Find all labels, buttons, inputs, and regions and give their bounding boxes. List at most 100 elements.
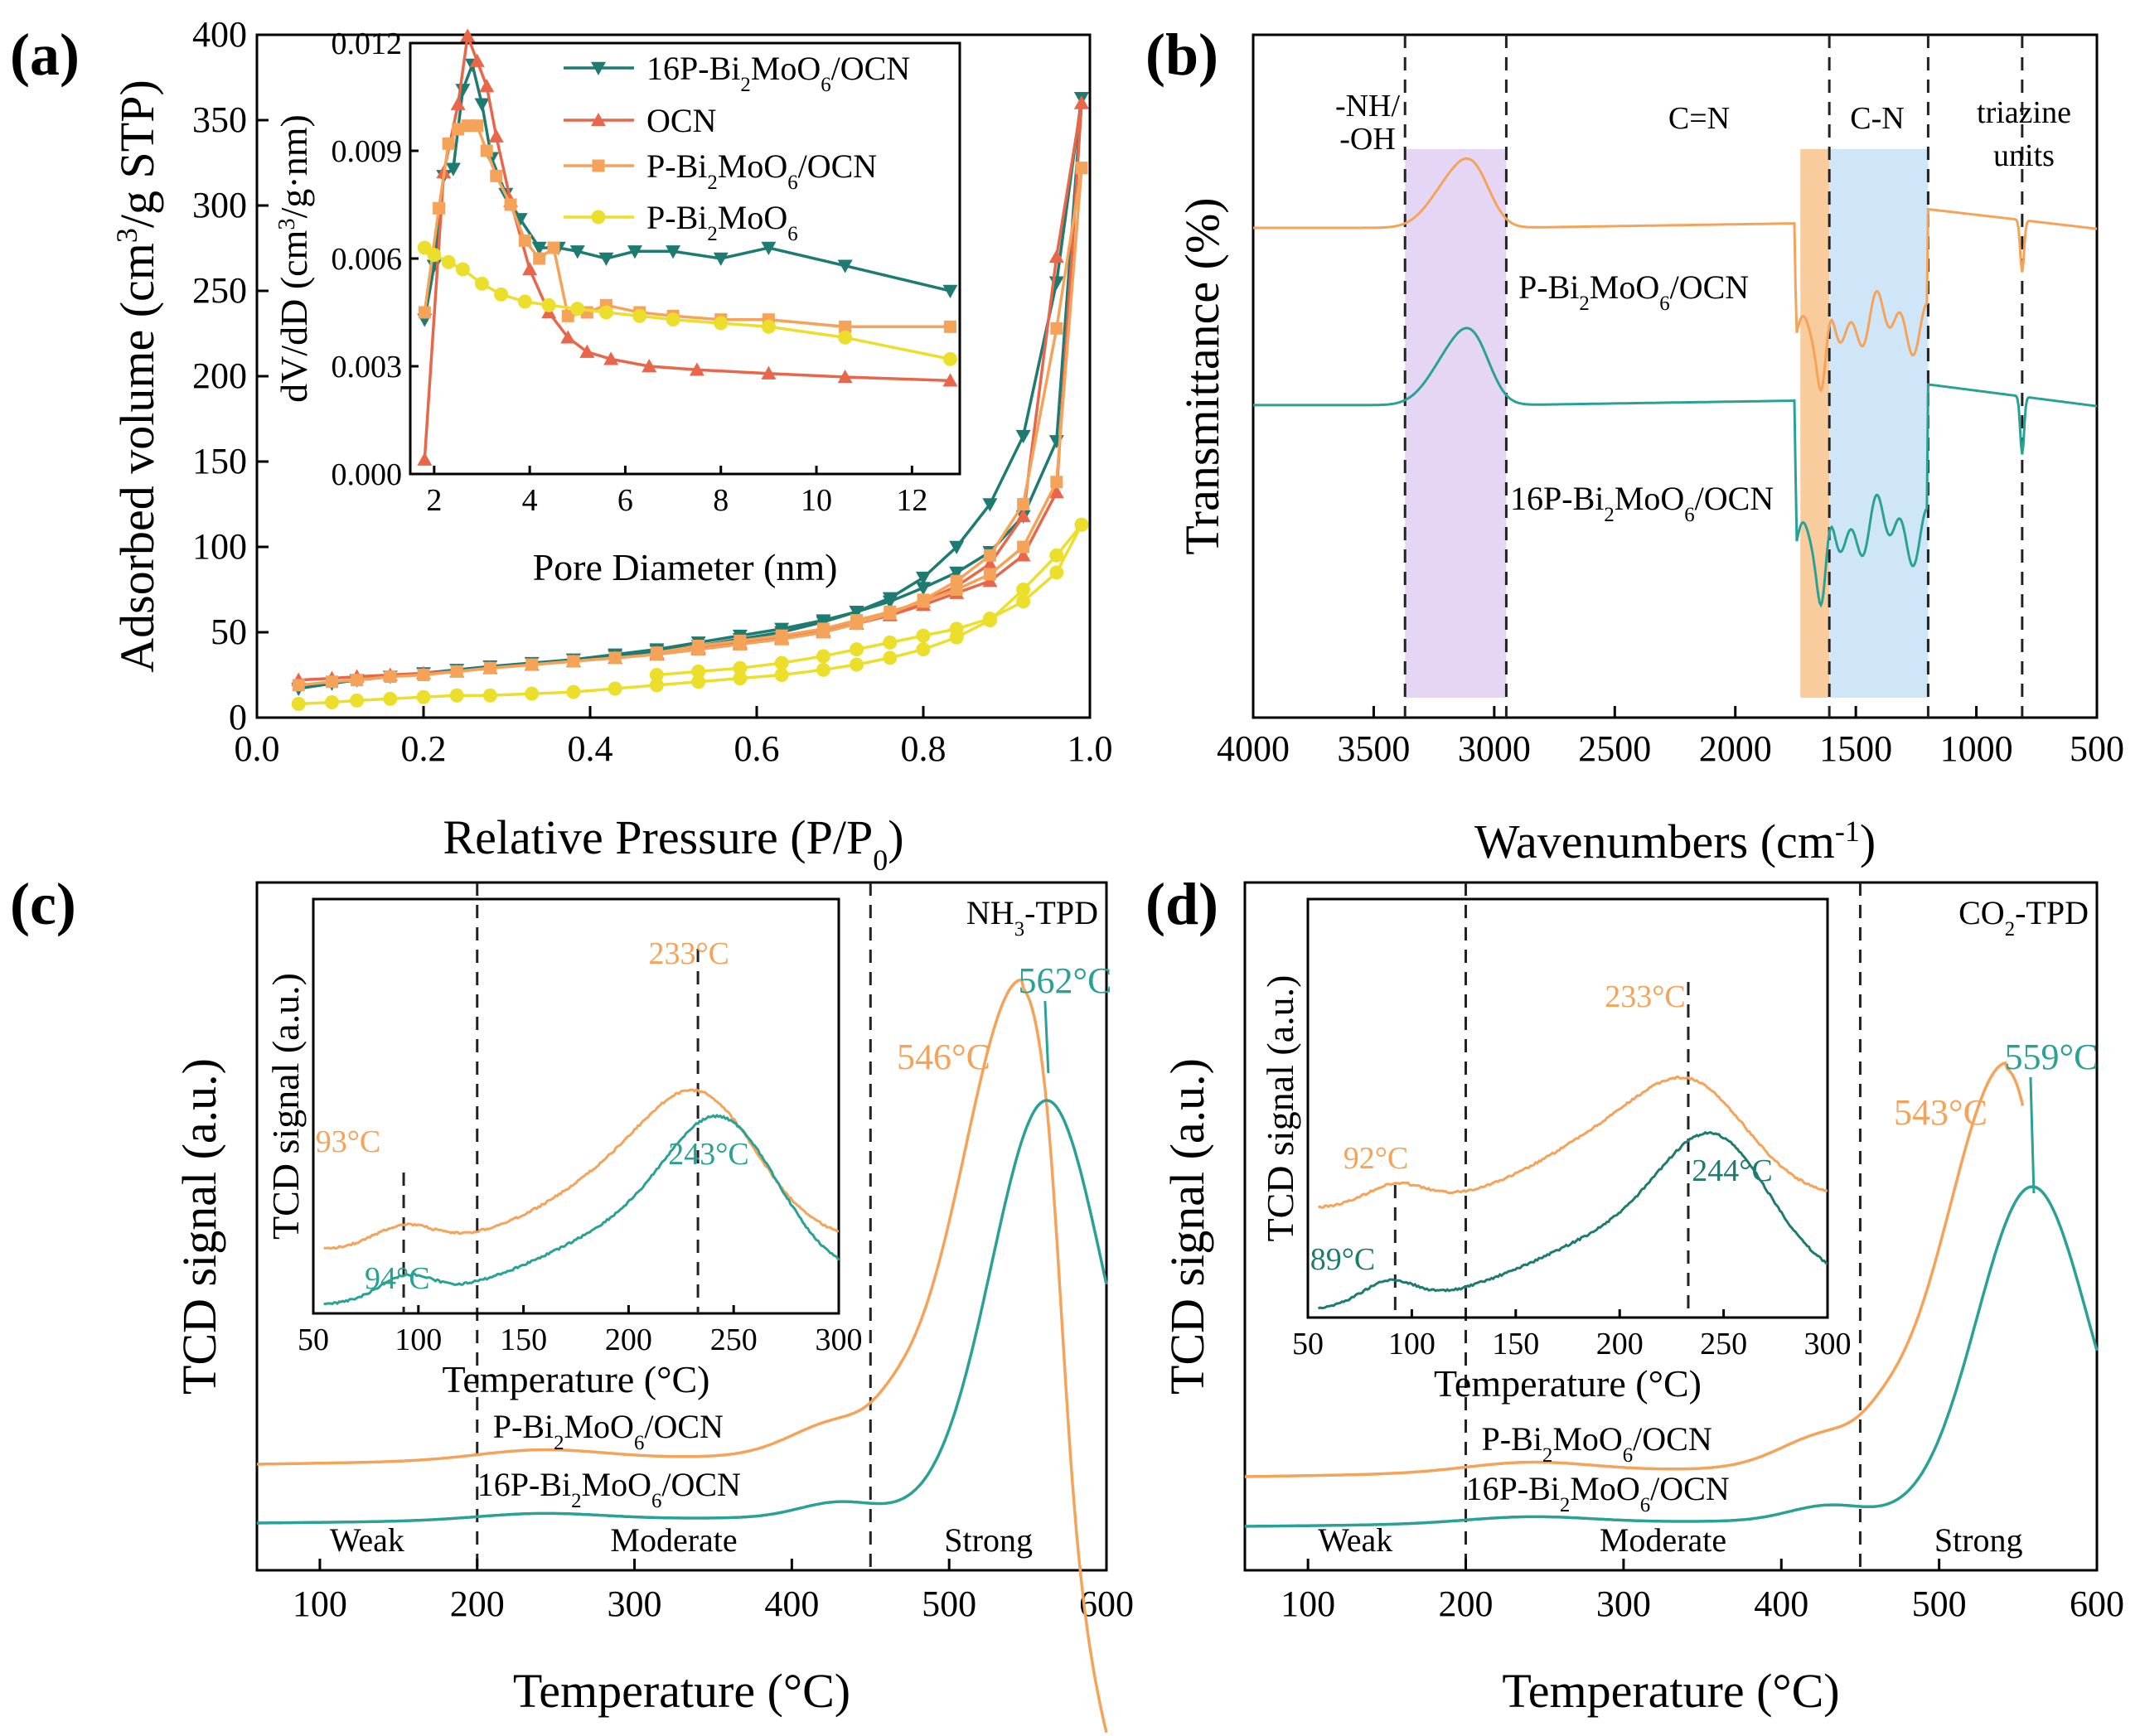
inset-data-point bbox=[417, 452, 433, 466]
data-point bbox=[949, 540, 965, 554]
y-axis-title: Adsorbed volume (cm3/g STP) bbox=[110, 80, 164, 673]
inset-y-tick-label: 0.003 bbox=[332, 350, 403, 384]
data-point bbox=[775, 629, 788, 642]
inset-series-PBi2MoO6OCN bbox=[418, 119, 956, 333]
legend-entry: P-Bi2MoO6/OCN bbox=[646, 147, 877, 194]
y-tick-label: 200 bbox=[192, 355, 247, 396]
inset-x-tick-label: 4 bbox=[522, 483, 538, 518]
data-point bbox=[733, 660, 748, 675]
inset-data-point bbox=[598, 252, 614, 266]
data-point bbox=[1048, 485, 1064, 499]
panel-label-b: (b) bbox=[1145, 22, 1218, 88]
band-label-c-n-double: C=N bbox=[1668, 101, 1730, 136]
chart-title: CO2-TPD bbox=[1958, 894, 2089, 941]
panel-c: (c) 100 200 300 400 500 600 Temperature (°C) TCD… bbox=[10, 871, 1134, 1734]
x-tick-label: 3500 bbox=[1337, 728, 1410, 769]
inset-x-axis-title: Temperature (°C) bbox=[1434, 1362, 1702, 1405]
data-point bbox=[733, 671, 748, 686]
data-point bbox=[883, 635, 898, 650]
inset-data-point bbox=[461, 119, 474, 133]
panel-label-a: (a) bbox=[10, 22, 80, 88]
inset-data-point bbox=[480, 144, 493, 157]
region-label-weak: Weak bbox=[1318, 1521, 1392, 1559]
data-point bbox=[383, 691, 398, 706]
inset-data-point bbox=[427, 248, 442, 263]
inset-data-point bbox=[531, 241, 547, 255]
tpd-curve-16p-bi2moo6-ocn bbox=[1245, 1185, 2099, 1528]
data-point bbox=[884, 605, 897, 618]
data-point bbox=[774, 668, 789, 682]
inset-x-tick-label: 100 bbox=[1388, 1327, 1436, 1361]
inset-pore-distribution: 2 4 6 8 10 12 0.000 0.003 0.006 0.009 0.012 Pore Di… bbox=[273, 27, 961, 588]
peak-leader-line bbox=[1043, 1000, 1050, 1074]
data-point bbox=[916, 571, 931, 586]
axes-frame bbox=[255, 881, 1108, 1572]
band-label-oh: -OH bbox=[1339, 122, 1396, 157]
spectrum-p-bi2moo6-ocn bbox=[1253, 157, 2098, 394]
x-tick-label: 0.2 bbox=[401, 728, 447, 769]
data-point bbox=[816, 662, 830, 677]
data-point bbox=[949, 621, 964, 636]
inset-data-point bbox=[541, 297, 556, 312]
inset-x-tick-label: 12 bbox=[896, 483, 927, 518]
region-label-weak: Weak bbox=[330, 1521, 404, 1559]
band-label-nh: -NH/ bbox=[1335, 89, 1401, 123]
data-point bbox=[1017, 498, 1030, 510]
x-tick-label: 0.4 bbox=[568, 728, 613, 769]
inset-x-tick-label: 200 bbox=[1596, 1327, 1644, 1361]
data-point bbox=[649, 668, 664, 682]
y-tick-label: 100 bbox=[192, 526, 247, 567]
data-point bbox=[816, 622, 830, 636]
inset-data-point bbox=[490, 169, 503, 182]
x-tick-label: 200 bbox=[450, 1584, 505, 1624]
band-label-triazine: triazine bbox=[1977, 95, 2071, 130]
peak-leader-line bbox=[2029, 1076, 2036, 1194]
data-point bbox=[949, 566, 965, 580]
region-label-moderate: Moderate bbox=[610, 1521, 737, 1559]
inset-x-tick-label: 250 bbox=[710, 1323, 758, 1357]
inset-data-point bbox=[666, 245, 681, 259]
data-point bbox=[916, 628, 931, 643]
data-point bbox=[608, 681, 622, 696]
legend-entry: P-Bi2MoO6 bbox=[646, 199, 798, 245]
inset-data-point bbox=[547, 241, 560, 254]
data-point bbox=[1048, 435, 1064, 449]
inset-data-point bbox=[761, 365, 777, 380]
inset-series-PBi2MoO6 bbox=[417, 240, 957, 366]
inset-frame bbox=[312, 897, 840, 1315]
inset-data-point bbox=[494, 287, 509, 302]
series-PBi2MoO6 bbox=[291, 517, 1089, 712]
data-point bbox=[816, 649, 830, 664]
x-tick-label: 400 bbox=[764, 1584, 819, 1624]
region-label-strong: Strong bbox=[1934, 1521, 2023, 1559]
inset-data-point bbox=[522, 262, 538, 276]
inset-data-point bbox=[666, 312, 680, 327]
data-point bbox=[916, 642, 931, 657]
inset-x-tick-label: 2 bbox=[426, 483, 442, 518]
data-point bbox=[692, 639, 705, 652]
inset-x-axis-title: Temperature (°C) bbox=[443, 1358, 710, 1400]
inset-data-point bbox=[838, 330, 853, 345]
y-axis-title: Transmittance (%) bbox=[1175, 197, 1229, 554]
y-tick-label: 0 bbox=[229, 697, 247, 737]
inset-data-point bbox=[433, 201, 446, 215]
x-tick-label: 300 bbox=[1596, 1584, 1651, 1624]
inset-x-tick-label: 250 bbox=[1700, 1327, 1747, 1361]
inset-line bbox=[423, 35, 951, 460]
band-label-c-n-single: C-N bbox=[1850, 101, 1904, 136]
data-point bbox=[917, 595, 930, 608]
inset-data-point bbox=[479, 79, 495, 93]
inset-curve-p-bi2moo6-ocn bbox=[1318, 1075, 1828, 1209]
data-point bbox=[983, 568, 996, 581]
data-point bbox=[850, 657, 864, 672]
inset-data-point bbox=[452, 123, 465, 136]
legend-entry: 16P-Bi2MoO6/OCN bbox=[646, 50, 910, 96]
inset-data-point bbox=[761, 319, 776, 334]
inset-curve-16p-bi2moo6-ocn bbox=[1317, 1130, 1828, 1310]
panel-d: (d) 100 200 300 400 500 600 Temperature (°C) TCD… bbox=[1145, 871, 2124, 1718]
inset-data-point bbox=[942, 373, 958, 387]
inset-data-point bbox=[471, 119, 484, 133]
inset-peak-label: 233°C bbox=[648, 936, 729, 971]
data-point bbox=[525, 658, 539, 671]
inset-data-point bbox=[837, 370, 853, 384]
